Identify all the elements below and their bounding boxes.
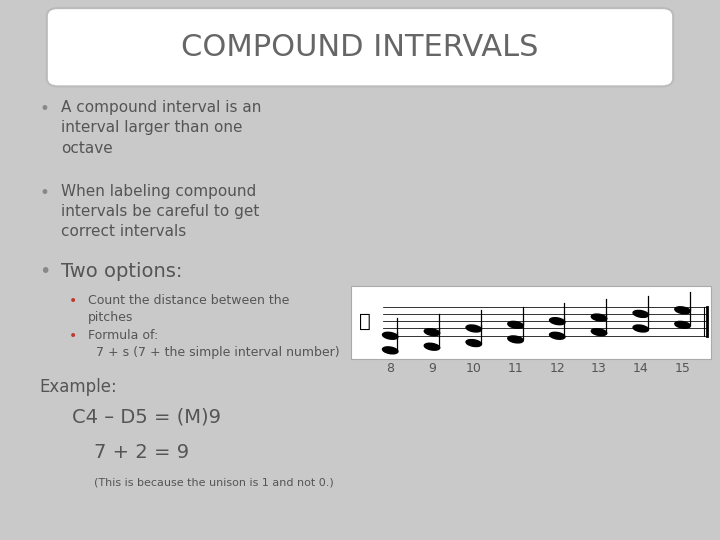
Text: Count the distance between the
pitches: Count the distance between the pitches	[88, 294, 289, 324]
Ellipse shape	[633, 325, 649, 332]
Text: 12: 12	[549, 362, 565, 375]
Ellipse shape	[675, 321, 690, 328]
Text: C4 – D5 = (M)9: C4 – D5 = (M)9	[72, 408, 221, 427]
Text: COMPOUND INTERVALS: COMPOUND INTERVALS	[181, 33, 539, 62]
Ellipse shape	[549, 332, 565, 339]
Text: •: •	[40, 184, 50, 201]
Ellipse shape	[508, 321, 523, 328]
Text: 8: 8	[386, 362, 395, 375]
Text: 14: 14	[633, 362, 649, 375]
Text: 13: 13	[591, 362, 607, 375]
Text: A compound interval is an
interval larger than one
octave: A compound interval is an interval large…	[61, 100, 261, 156]
Text: 7 + 2 = 9: 7 + 2 = 9	[94, 443, 189, 462]
Ellipse shape	[508, 336, 523, 343]
Ellipse shape	[591, 329, 607, 336]
Text: •: •	[68, 329, 76, 343]
Text: •: •	[68, 294, 76, 308]
Text: 15: 15	[675, 362, 690, 375]
FancyBboxPatch shape	[351, 286, 711, 359]
Text: Example:: Example:	[40, 378, 117, 396]
Ellipse shape	[591, 314, 607, 321]
Text: 𝄞: 𝄞	[359, 312, 371, 330]
Text: Formula of:
  7 + s (7 + the simple interval number): Formula of: 7 + s (7 + the simple interv…	[88, 329, 339, 360]
Ellipse shape	[382, 347, 398, 354]
Ellipse shape	[424, 329, 440, 336]
Text: Two options:: Two options:	[61, 262, 183, 281]
Text: •: •	[40, 262, 51, 281]
Text: When labeling compound
intervals be careful to get
correct intervals: When labeling compound intervals be care…	[61, 184, 260, 239]
Ellipse shape	[382, 332, 398, 339]
Text: 9: 9	[428, 362, 436, 375]
Text: •: •	[40, 100, 50, 118]
Ellipse shape	[424, 343, 440, 350]
Ellipse shape	[549, 318, 565, 325]
Ellipse shape	[466, 325, 482, 332]
Text: 10: 10	[466, 362, 482, 375]
FancyBboxPatch shape	[47, 8, 673, 86]
Ellipse shape	[675, 307, 690, 314]
Text: 11: 11	[508, 362, 523, 375]
Ellipse shape	[466, 340, 482, 347]
Text: (This is because the unison is 1 and not 0.): (This is because the unison is 1 and not…	[94, 478, 333, 488]
Ellipse shape	[633, 310, 649, 318]
